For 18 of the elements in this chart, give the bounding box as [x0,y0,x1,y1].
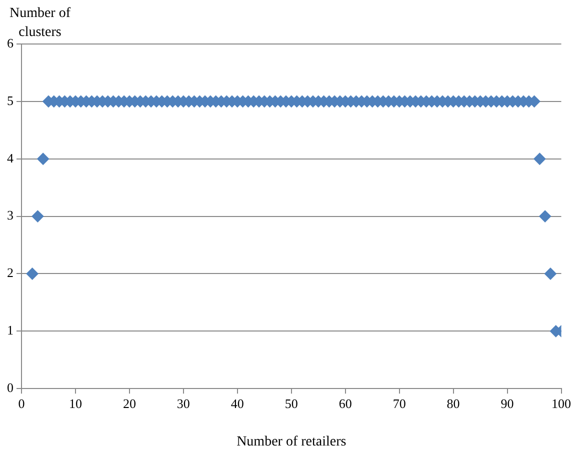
y-tick-label: 5 [7,92,14,108]
x-tick-label: 10 [68,396,82,411]
y-tick-label: 3 [7,208,14,223]
x-tick-label: 60 [338,396,352,411]
x-tick-label: 0 [18,396,25,411]
x-tick-label: 70 [392,396,406,411]
x-tick-label: 100 [552,396,571,411]
x-tick-label: 30 [176,396,190,411]
x-tick-label: 20 [122,396,136,411]
x-tick-label: 40 [230,396,244,411]
x-tick-label: 50 [284,396,298,411]
x-tick-label: 80 [446,396,460,411]
x-axis-title: Number of retailers [236,434,346,450]
y-tick-label: 0 [7,380,14,396]
y-tick-label: 2 [7,265,14,280]
y-tick-label: 1 [7,322,14,338]
y-tick-label: 4 [7,150,14,166]
x-tick-label: 90 [500,396,514,411]
